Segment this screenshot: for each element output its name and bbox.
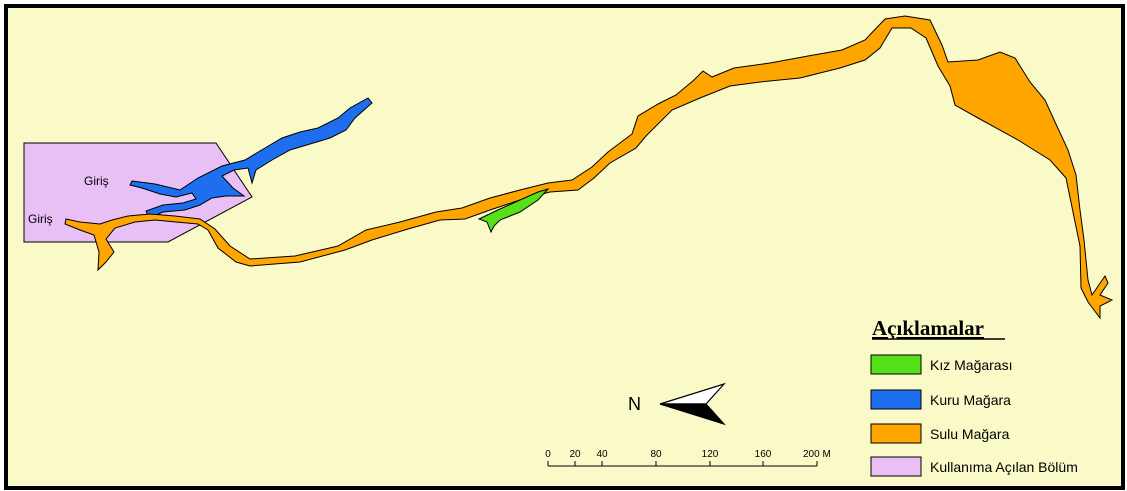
scale-tick-label: 40 [596,449,608,460]
scale-tick-label: 200 M [803,449,831,460]
legend: Açıklamalar Kız Mağarası Kuru Mağara Sul… [870,316,1078,477]
legend-swatch [870,389,922,410]
entrance-label: Giriş [84,174,109,188]
entrance-label: Giriş [28,212,53,226]
usage-area [23,142,253,243]
legend-label: Sulu Mağara [930,426,1010,442]
legend-label: Kuru Mağara [930,392,1011,408]
legend-label: Kız Mağarası [930,357,1012,373]
legend-swatch [870,456,922,477]
legend-swatch [870,423,922,444]
scale-tick-label: 20 [569,449,581,460]
scale-bar: 0 20 40 80 120 160 200 M [545,449,831,467]
legend-item-usage: Kullanıma Açılan Bölüm [870,456,1078,477]
scale-tick-label: 80 [650,449,662,460]
legend-item-kiz: Kız Mağarası [870,354,1012,375]
legend-item-sulu: Sulu Mağara [870,423,1010,444]
scale-tick-label: 160 [755,449,772,460]
legend-swatch [870,354,922,375]
kiz-cave-shape [477,188,550,234]
scale-tick-label: 0 [545,449,551,460]
map-frame [4,4,1125,490]
legend-label: Kullanıma Açılan Bölüm [930,459,1078,475]
scale-tick-label: 120 [702,449,719,460]
north-arrow-icon: N [628,382,726,426]
wet-cave-shape [64,15,1114,320]
legend-title: Açıklamalar [872,316,984,340]
dry-cave-shape [129,97,373,219]
legend-item-kuru: Kuru Mağara [870,389,1011,410]
north-label: N [628,394,641,414]
